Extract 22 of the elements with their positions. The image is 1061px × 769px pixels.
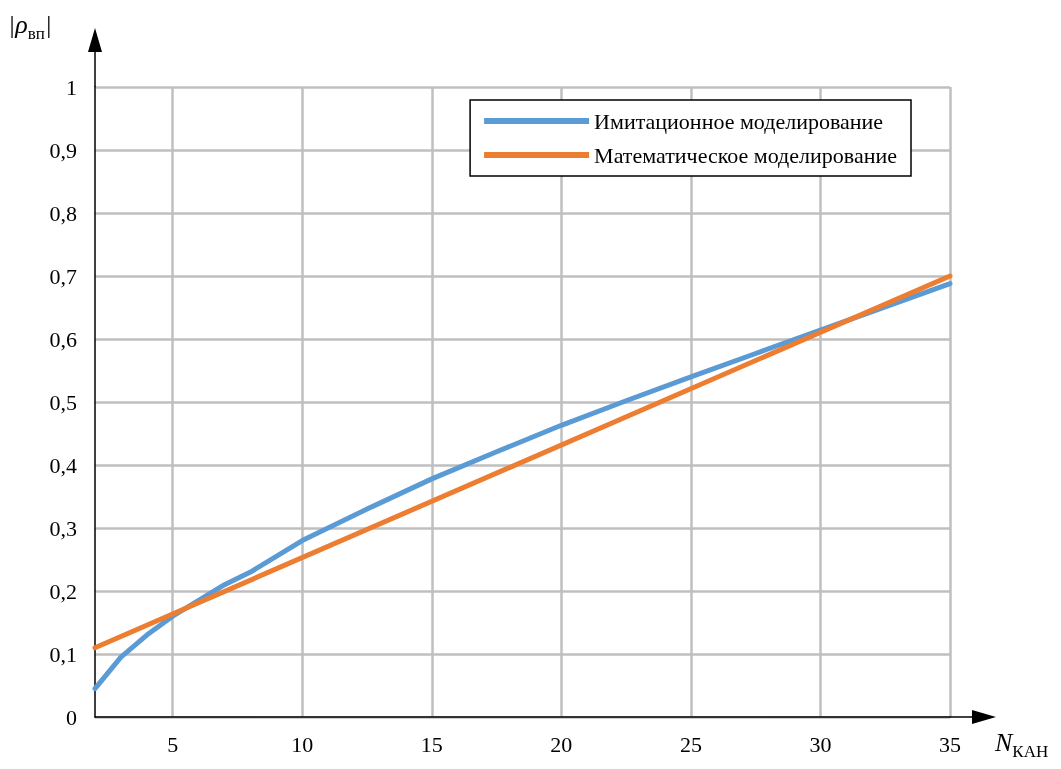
x-tick-label: 35 (939, 731, 961, 757)
x-tick-label: 15 (420, 731, 443, 757)
y-tick-label: 0,3 (49, 515, 77, 541)
x-tick-label: 5 (167, 731, 179, 757)
y-axis-title: |ρ$_{вп}$| (8, 10, 52, 44)
y-tick-label: 0,6 (49, 326, 77, 352)
y-tick-label: 0 (66, 704, 77, 730)
x-tick-label: 10 (291, 731, 314, 757)
x-tick-label: 25 (679, 731, 702, 757)
y-tick-label: 0,1 (49, 641, 77, 667)
legend-label: Имитационное моделирование (594, 108, 884, 134)
y-tick-label: 0,8 (49, 200, 77, 226)
x-tick-label: 30 (809, 731, 832, 757)
x-tick-label: 20 (550, 731, 573, 757)
y-tick-label: 1 (66, 74, 77, 100)
y-tick-label: 0,5 (49, 389, 77, 415)
x-axis-title: N$_{КАН}$ (995, 728, 1049, 762)
y-tick-label: 0,7 (49, 263, 77, 289)
y-tick-label: 0,4 (49, 452, 77, 478)
y-tick-label: 0,9 (49, 137, 77, 163)
y-tick-label: 0,2 (49, 578, 77, 604)
legend-label: Математическое моделирование (594, 142, 898, 168)
